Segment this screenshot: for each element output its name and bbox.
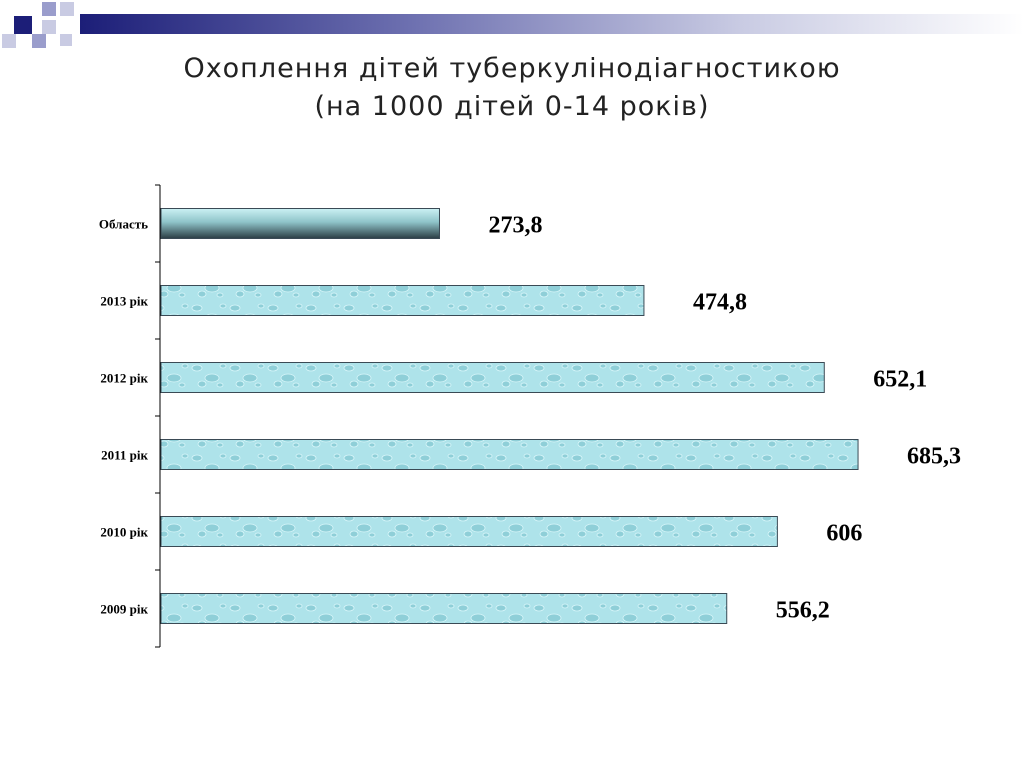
category-label: Область: [99, 217, 148, 232]
slide-title-line2: (на 1000 дітей 0-14 років): [314, 91, 710, 122]
bar-5: [160, 593, 728, 624]
data-label: 685,3: [907, 444, 961, 470]
corner-squares-decoration: [2, 2, 74, 48]
data-label: 652,1: [873, 367, 927, 393]
data-label: 556,2: [776, 598, 830, 624]
category-label: 2012 рік: [100, 371, 148, 386]
bar-3: [160, 439, 859, 470]
category-label: 2011 рік: [101, 448, 148, 463]
bar-2: [160, 362, 825, 393]
header-gradient-band: [80, 14, 1024, 34]
bar-1: [160, 285, 645, 316]
category-label: 2010 рік: [100, 525, 148, 540]
bar-0: [160, 208, 440, 239]
data-label: 606: [826, 521, 862, 547]
slide-title-line1: Охоплення дітей туберкулінодіагностикою: [183, 53, 841, 84]
data-label: 273,8: [488, 213, 542, 239]
category-label: 2009 рік: [100, 602, 148, 617]
slide-title: Охоплення дітей туберкулінодіагностикою …: [0, 50, 1024, 126]
data-label: 474,8: [693, 290, 747, 316]
category-label: 2013 рік: [100, 294, 148, 309]
bar-4: [160, 516, 778, 547]
